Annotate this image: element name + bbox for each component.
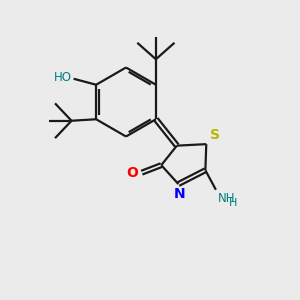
Text: O: O [126, 166, 138, 180]
Text: HO: HO [54, 71, 72, 84]
Text: S: S [210, 128, 220, 142]
Text: H: H [229, 198, 237, 208]
Text: N: N [174, 187, 185, 201]
Text: NH: NH [218, 192, 235, 205]
